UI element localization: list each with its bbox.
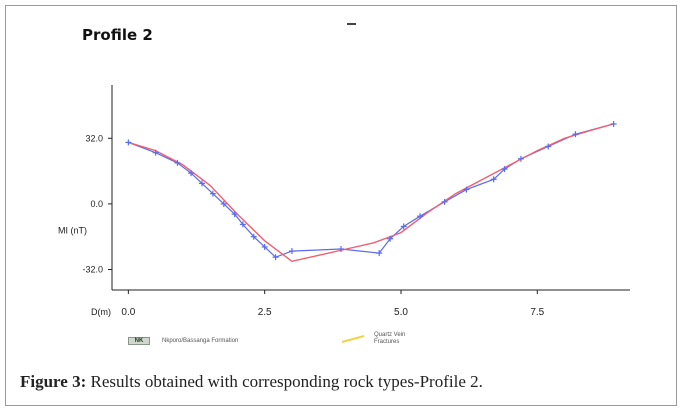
data-point-marker (152, 149, 159, 156)
chart-title: Profile 2 (82, 26, 153, 44)
data-point-marker (572, 131, 579, 138)
data-point-marker (231, 211, 238, 218)
data-point-marker (610, 120, 617, 127)
data-point-marker (288, 248, 295, 255)
series-line-2 (128, 123, 614, 263)
x-tick-label: 5.0 (394, 307, 408, 318)
data-point-marker (376, 250, 383, 257)
data-point-marker (517, 155, 524, 162)
legend-nk-swatch: NK (128, 337, 150, 345)
x-tick-label: 0.0 (121, 307, 135, 318)
legend-quartz-vein-label: Quartz Vein Fractures (374, 332, 406, 345)
y-tick-label: 32.0 (85, 133, 103, 143)
x-tick-label: 7.5 (530, 307, 544, 318)
data-point-marker (490, 176, 497, 183)
data-point-marker (545, 143, 552, 150)
chart-panel (64, 20, 640, 356)
data-point-marker (387, 235, 394, 242)
y-tick-label: -32.0 (82, 265, 103, 275)
data-point-marker (188, 170, 195, 177)
legend-nk-label: Nkporo/Bassanga Formation (162, 338, 239, 344)
data-point-marker (400, 223, 407, 230)
data-point-marker (174, 159, 181, 166)
data-point-marker (463, 186, 470, 193)
top-dash-mark (347, 23, 356, 25)
legend-quartz-vein-swatch (341, 335, 365, 343)
x-tick-label: 2.5 (258, 307, 272, 318)
data-point-marker (417, 213, 424, 220)
y-axis-label: MI (nT) (58, 226, 87, 236)
caption-prefix: Figure 3: (20, 372, 87, 391)
data-point-marker (272, 254, 279, 261)
data-point-marker (125, 139, 132, 146)
series-line-1 (128, 123, 614, 258)
data-point-marker (209, 190, 216, 197)
data-point-marker (338, 246, 345, 252)
data-point-marker (220, 200, 227, 207)
data-point-marker (250, 233, 257, 240)
x-axis-label: D(m) (91, 307, 111, 317)
figure-caption: Figure 3: Results obtained with correspo… (20, 372, 483, 392)
y-tick-label: 0.0 (90, 199, 103, 209)
caption-text: Results obtained with corresponding rock… (86, 372, 483, 391)
data-point-marker (198, 180, 205, 187)
data-point-marker (501, 166, 508, 173)
data-point-marker (441, 198, 448, 205)
data-point-marker (261, 243, 268, 250)
data-point-marker (239, 221, 246, 228)
